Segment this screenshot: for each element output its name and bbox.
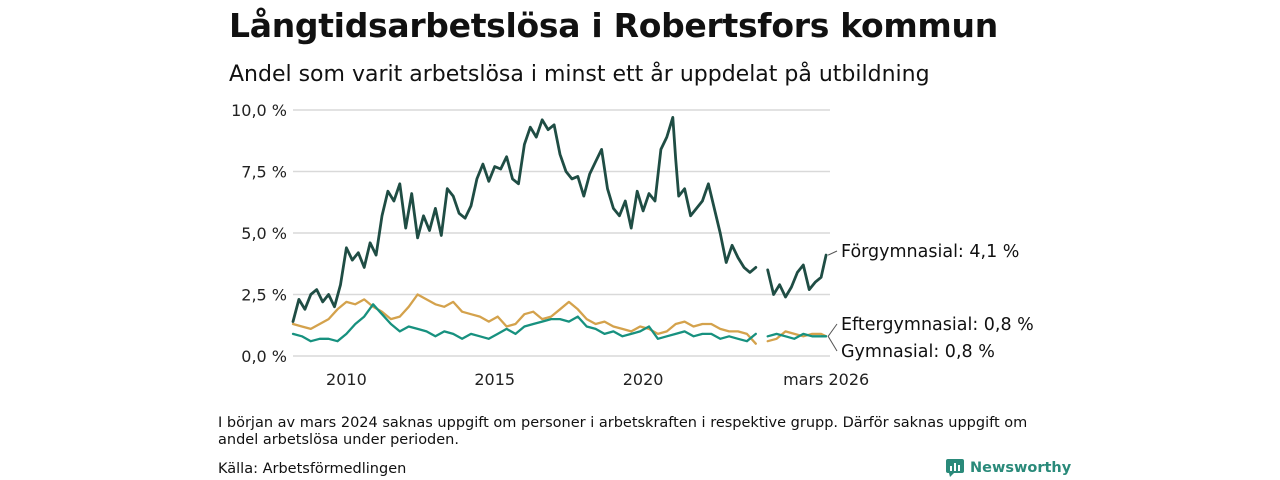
series-label-forgymnasial: Förgymnasial: 4,1 % — [841, 242, 1019, 262]
newsworthy-logo-icon — [946, 459, 964, 477]
brand-logo[interactable]: Newsworthy — [946, 459, 1071, 477]
series-label-eftergymnasial: Eftergymnasial: 0,8 % — [841, 315, 1034, 335]
y-tick-label: 2,5 % — [241, 286, 287, 305]
label-leader-eftergymnasial — [827, 323, 838, 337]
y-tick-label: 10,0 % — [231, 101, 287, 120]
y-axis-ticks: 0,0 % 2,5 % 5,0 % 7,5 % 10,0 % — [231, 101, 287, 366]
footnote: I början av mars 2024 saknas uppgift om … — [218, 415, 1028, 448]
brand-name: Newsworthy — [970, 460, 1072, 476]
x-tick-label: 2020 — [623, 370, 664, 389]
y-tick-label: 7,5 % — [241, 163, 287, 182]
x-tick-label: mars 2026 — [783, 370, 869, 389]
series-line-gymnasial — [291, 303, 828, 343]
x-axis-ticks: 2010 2015 2020 mars 2026 — [326, 370, 869, 389]
chart-subtitle: Andel som varit arbetslösa i minst ett å… — [229, 62, 930, 87]
source-text: Källa: Arbetsförmedlingen — [218, 461, 407, 477]
x-tick-label: 2010 — [326, 370, 367, 389]
grid-lines — [293, 109, 830, 357]
y-tick-label: 5,0 % — [241, 224, 287, 243]
chart-title: Långtidsarbetslösa i Robertsfors kommun — [229, 6, 998, 45]
line-chart: 0,0 % 2,5 % 5,0 % 7,5 % 10,0 % 2010 2015 2020 m… — [231, 101, 1034, 389]
series-end-labels: Förgymnasial: 4,1 % Eftergymnasial: 0,8 %… — [827, 242, 1034, 362]
y-tick-label: 0,0 % — [241, 347, 287, 366]
label-leader-forgymnasial — [827, 250, 838, 256]
series-lines — [291, 116, 828, 345]
x-tick-label: 2015 — [474, 370, 515, 389]
label-leader-gymnasial — [827, 336, 838, 352]
series-label-gymnasial: Gymnasial: 0,8 % — [841, 342, 995, 362]
series-line-forgymnasial — [291, 116, 828, 323]
